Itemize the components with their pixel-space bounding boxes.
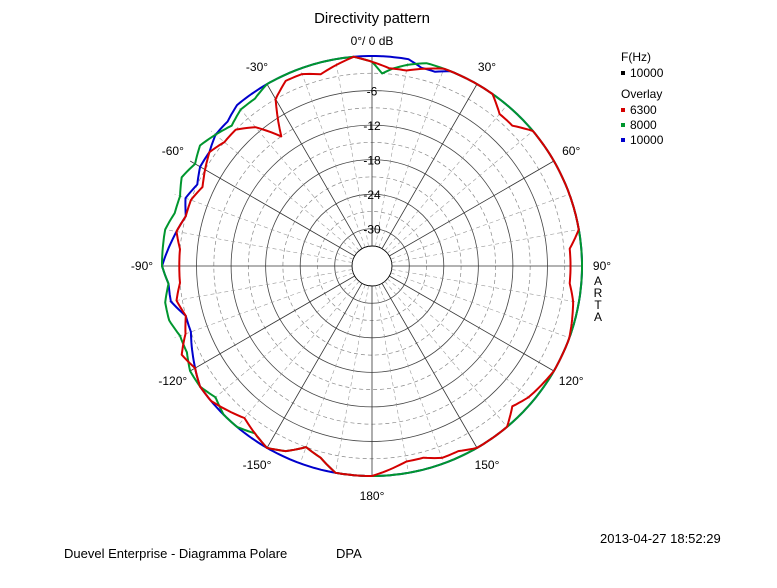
series-line-6300 <box>175 55 580 477</box>
side-label-letter: A <box>594 274 602 288</box>
angle-tick-label: 90° <box>593 259 611 273</box>
legend-swatch <box>621 138 625 142</box>
side-label-letter: R <box>594 286 603 300</box>
grid-spoke <box>299 68 366 248</box>
grid-spoke <box>384 281 508 428</box>
polar-grid <box>162 56 582 476</box>
angle-tick-label: -60° <box>162 144 184 158</box>
chart-title: Directivity pattern <box>314 10 430 27</box>
grid-spoke <box>387 130 534 254</box>
legend-swatch <box>621 108 625 112</box>
angle-tick-label: 120° <box>559 374 584 388</box>
angle-tick-labels: 30° 60° 90° 120° 150° 180° -150° -120° -90° -60° -… <box>131 60 611 503</box>
radial-tick-label: -12 <box>363 119 381 133</box>
legend-entry: 10000 <box>630 133 664 147</box>
radial-tick-label: -18 <box>363 154 381 168</box>
legend-entry: 6300 <box>630 103 657 117</box>
footer-tag: DPA <box>336 546 362 561</box>
grid-spoke <box>210 278 357 402</box>
radial-tick-label: -24 <box>363 188 381 202</box>
timestamp: 2013-04-27 18:52:29 <box>600 531 721 546</box>
angle-tick-label: 30° <box>478 60 496 74</box>
angle-tick-label: 180° <box>360 489 385 503</box>
grid-spoke <box>390 272 570 339</box>
angle-tick-label: 60° <box>562 144 580 158</box>
grid-spoke <box>236 281 360 428</box>
footer-caption: Duevel Enterprise - Diagramma Polare <box>64 546 288 561</box>
grid-spoke <box>174 272 354 339</box>
grid-spoke <box>335 285 369 473</box>
grid-spoke <box>375 285 409 473</box>
legend-header: F(Hz) <box>621 50 651 64</box>
legend-entry: 8000 <box>630 118 657 132</box>
grid-spoke <box>165 229 353 263</box>
legend-overlay-header: Overlay <box>621 87 662 101</box>
grid-spoke <box>389 275 555 372</box>
side-label-letter: A <box>594 310 602 324</box>
grid-spoke <box>378 284 445 464</box>
grid-spoke <box>391 229 579 263</box>
angle-tick-label: -90° <box>131 259 153 273</box>
grid-spoke <box>391 269 579 303</box>
grid-spoke <box>381 283 478 449</box>
legend-swatch <box>621 123 625 127</box>
grid-spoke <box>299 284 366 464</box>
angle-tick-label: -120° <box>158 374 187 388</box>
side-label-letter: T <box>594 298 602 312</box>
grid-spoke <box>165 269 353 303</box>
grid-spoke <box>335 59 369 247</box>
grid-spoke <box>390 193 570 260</box>
grid-spoke <box>236 104 360 251</box>
radial-tick-labels: -6 -12 -18 -24 -30 <box>363 85 381 237</box>
grid-spoke <box>378 68 445 248</box>
angle-tick-label: -30° <box>246 60 268 74</box>
grid-spoke <box>387 278 534 402</box>
grid-spoke <box>381 83 478 249</box>
grid-spoke <box>174 193 354 260</box>
angle-tick-label: -150° <box>243 458 272 472</box>
radial-tick-label: -30 <box>363 223 381 237</box>
radial-tick-label: -6 <box>367 85 378 99</box>
grid-inner-circle <box>351 245 393 287</box>
grid-spoke <box>266 283 363 449</box>
legend-main-swatch <box>621 71 625 75</box>
grid-spoke <box>189 160 355 257</box>
angle-tick-label: 150° <box>475 458 500 472</box>
grid-spoke <box>375 59 409 247</box>
grid-spoke <box>266 83 363 249</box>
grid-spoke <box>384 104 508 251</box>
legend-main-series: 10000 <box>630 66 664 80</box>
grid-spoke <box>389 160 555 257</box>
grid-spoke <box>210 130 357 254</box>
grid-spoke <box>189 275 355 372</box>
radial-unit-label: 0°/ 0 dB <box>351 34 394 48</box>
series-lines <box>161 55 583 477</box>
